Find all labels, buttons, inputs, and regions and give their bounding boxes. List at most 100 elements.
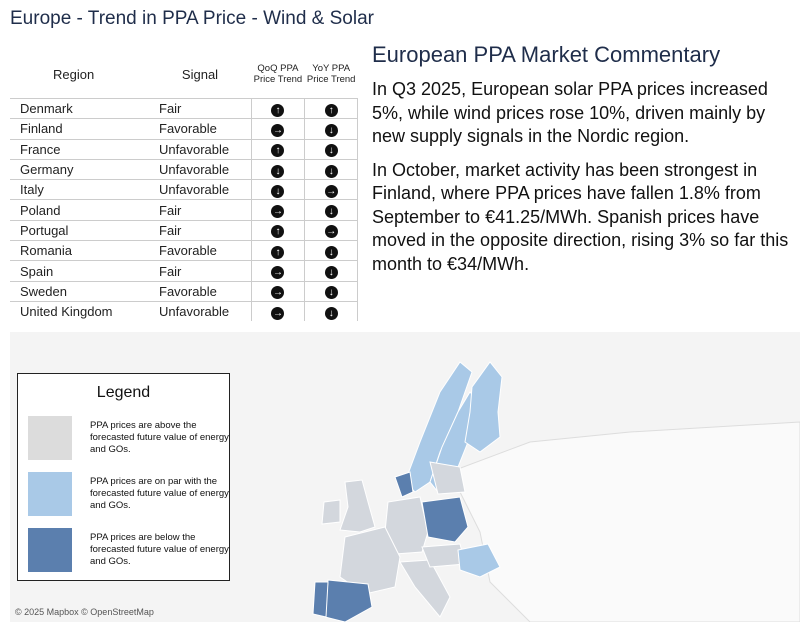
trend-arrow: ↑ [271,144,285,158]
column-header: Region [53,66,95,82]
trend-cell: → [250,260,305,282]
trend-arrow: ↑ [324,103,338,117]
legend-item: PPA prices are above the forecasted futu… [28,416,229,460]
legend-text: PPA prices are below the forecasted futu… [90,532,229,567]
signal: Fair [149,97,251,119]
trend-arrow: → [271,205,285,219]
column-header: YoY PPA Price Trend [306,63,356,85]
trend-arrow: ↓ [324,306,338,320]
commentary-paragraph: In Q3 2025, European solar PPA prices in… [372,79,768,146]
trend-arrow: ↓ [271,164,285,178]
signal: Unfavorable [149,138,251,160]
map-attribution: © 2025 Mapbox © OpenStreetMap [15,607,154,617]
region: France [10,138,149,160]
legend-title: Legend [96,384,151,401]
column-header: QoQ PPA Price Trend [253,63,303,85]
region: Sweden [10,280,149,302]
trend-cell: ↓ [304,199,358,221]
signal: Fair [149,199,251,221]
table-row: Portugal Fair ↑ → [10,219,358,241]
commentary: European PPA Market Commentary In Q3 202… [372,42,802,286]
trend-arrow: ↓ [324,245,338,259]
legend-swatch [28,528,72,572]
trend-cell: ↓ [250,158,305,180]
region: Spain [10,260,149,282]
table-row: Spain Fair → ↓ [10,260,358,282]
table-row: Finland Favorable → ↓ [10,118,358,140]
commentary-title: European PPA Market Commentary [372,42,721,67]
legend-text: PPA prices are above the forecasted futu… [90,420,229,455]
signal: Unfavorable [149,300,251,322]
signal: Unfavorable [149,179,251,200]
trend-arrow: ↓ [271,184,285,198]
trend-cell: ↓ [304,280,358,302]
trend-cell: ↑ [250,240,305,261]
trend-cell: ↓ [304,240,358,261]
trend-arrow: → [271,266,285,280]
trend-arrow: → [271,123,285,137]
region: Portugal [10,219,149,241]
table-row: Poland Fair → ↓ [10,199,358,221]
portugal [312,581,329,618]
legend: Legend PPA prices are above the forecast… [17,373,230,581]
trend-cell: → [250,199,305,221]
trend-arrow: ↑ [271,225,285,239]
trend-cell: ↓ [304,138,358,160]
table-row: Sweden Favorable → ↓ [10,280,358,302]
land [449,421,800,622]
region: Finland [10,118,149,140]
region: Poland [10,199,149,221]
legend-text: PPA prices are on par with the forecaste… [90,476,229,511]
trend-arrow: → [324,184,338,198]
region: Romania [10,240,149,261]
ireland [321,499,341,525]
trend-cell: → [304,179,358,200]
trend-arrow: ↓ [324,123,338,137]
united-kingdom [339,479,376,533]
trend-cell: ↓ [304,300,358,322]
trend-arrow: ↑ [271,103,285,117]
trend-table: Region Signal QoQ PPA Price Trend YoY PP… [10,50,358,322]
signal: Fair [149,260,251,282]
region: Denmark [10,97,149,119]
trend-cell: ↑ [304,97,358,119]
trend-cell: ↓ [304,118,358,140]
italy [399,559,451,618]
trend-cell: ↑ [250,97,305,119]
trend-arrow: ↓ [324,286,338,300]
trend-arrow: → [324,225,338,239]
table-row: Romania Favorable ↑ ↓ [10,240,358,261]
table-row: Italy Unfavorable ↓ → [10,179,358,200]
baltics [429,461,466,495]
trend-cell: → [250,280,305,302]
legend-item: PPA prices are below the forecasted futu… [28,528,229,572]
region: United Kingdom [10,300,149,322]
trend-arrow: ↑ [271,245,285,259]
signal: Favorable [149,118,251,140]
trend-arrow: → [271,306,285,320]
table-row: United Kingdom Unfavorable → ↓ [10,300,358,322]
signal: Favorable [149,240,251,261]
trend-arrow: ↓ [324,164,338,178]
france [339,526,401,595]
trend-cell: ↑ [250,138,305,160]
trend-cell: → [304,219,358,241]
norway [404,361,473,493]
poland [421,496,469,543]
region: Italy [10,179,149,200]
trend-cell: ↓ [304,158,358,180]
table-row: Denmark Fair ↑ ↑ [10,97,358,119]
trend-cell: → [250,300,305,322]
romania [457,543,501,578]
table-row: France Unfavorable ↑ ↓ [10,138,358,160]
denmark [394,471,414,498]
page-title: Europe - Trend in PPA Price - Wind & Sol… [10,8,374,29]
legend-swatch [28,416,72,460]
trend-cell: ↓ [304,260,358,282]
commentary-paragraph: In October, market activity has been str… [372,159,789,274]
trend-arrow: ↓ [324,144,338,158]
table-row: Germany Unfavorable ↓ ↓ [10,158,358,180]
finland [464,361,503,453]
signal: Unfavorable [149,158,251,180]
signal: Favorable [149,280,251,302]
